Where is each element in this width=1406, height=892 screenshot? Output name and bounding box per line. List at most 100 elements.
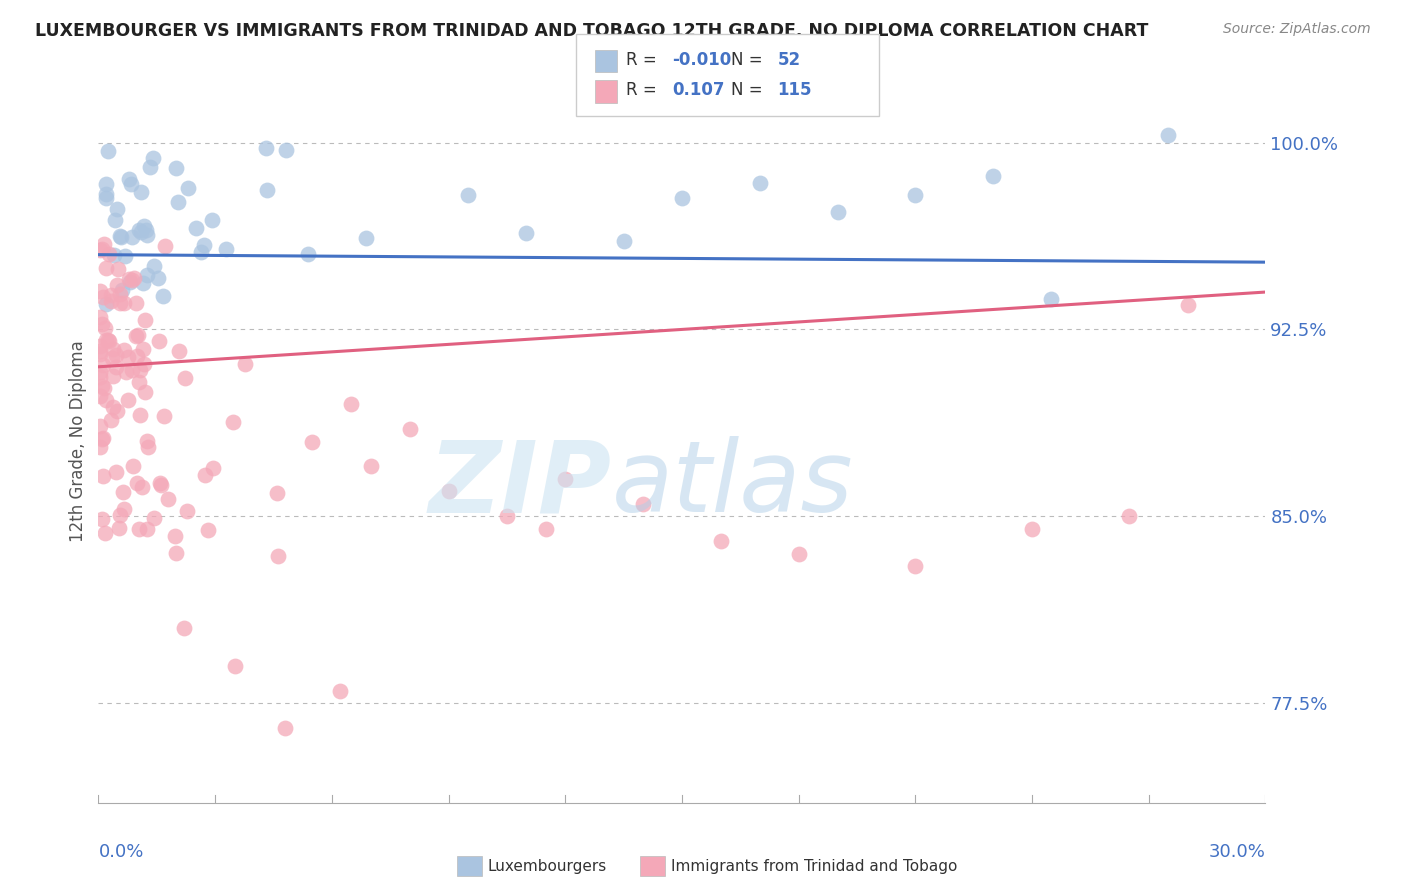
Point [554, 472, 576, 486]
Point [827, 205, 849, 219]
Point [100, 294, 122, 309]
Y-axis label: 12th Grade, No Diploma: 12th Grade, No Diploma [69, 341, 87, 542]
Point [193, 237, 215, 252]
Point [153, 409, 176, 424]
Point [97, 247, 120, 261]
Point [117, 350, 139, 364]
Point [128, 223, 150, 237]
Point [1157, 128, 1180, 142]
Point [89, 419, 111, 434]
Point [89, 339, 111, 353]
Point [256, 183, 278, 197]
Point [143, 260, 166, 274]
Point [94, 260, 117, 275]
Point [96, 186, 118, 201]
Point [671, 191, 693, 205]
Text: Immigrants from Trinidad and Tobago: Immigrants from Trinidad and Tobago [671, 859, 957, 873]
Point [222, 415, 245, 429]
Point [122, 458, 145, 473]
Point [340, 397, 363, 411]
Point [121, 362, 143, 376]
Point [93, 321, 115, 335]
Text: N =: N = [731, 81, 768, 99]
Point [136, 434, 159, 449]
Text: 30.0%: 30.0% [1209, 843, 1265, 861]
Point [118, 172, 141, 186]
Point [152, 289, 174, 303]
Point [112, 296, 135, 310]
Point [97, 145, 120, 159]
Point [89, 284, 111, 298]
Point [149, 478, 172, 492]
Point [153, 239, 176, 253]
Point [89, 244, 111, 258]
Point [148, 334, 170, 348]
Point [190, 244, 212, 259]
Point [114, 249, 136, 263]
Point [173, 371, 195, 385]
Point [97, 334, 120, 348]
Point [105, 202, 128, 216]
Point [125, 476, 148, 491]
Point [437, 484, 460, 499]
Point [110, 286, 132, 301]
Point [104, 212, 127, 227]
Point [496, 509, 519, 524]
Point [96, 191, 118, 205]
Text: LUXEMBOURGER VS IMMIGRANTS FROM TRINIDAD AND TOBAGO 12TH GRADE, NO DIPLOMA CORRE: LUXEMBOURGER VS IMMIGRANTS FROM TRINIDAD… [35, 22, 1149, 40]
Point [91, 289, 114, 303]
Point [301, 434, 323, 449]
Point [267, 549, 290, 564]
Point [354, 230, 377, 244]
Text: R =: R = [626, 81, 662, 99]
Point [149, 475, 172, 490]
Point [110, 230, 132, 244]
Point [111, 283, 134, 297]
Point [96, 178, 118, 192]
Point [142, 151, 165, 165]
Point [329, 683, 352, 698]
Text: Luxembourgers: Luxembourgers [488, 859, 607, 873]
Point [132, 219, 155, 233]
Point [157, 492, 180, 507]
Point [215, 242, 238, 256]
Point [1040, 292, 1063, 306]
Point [631, 497, 654, 511]
Point [117, 392, 139, 407]
Point [146, 270, 169, 285]
Point [135, 523, 157, 537]
Point [121, 273, 143, 287]
Text: 52: 52 [778, 51, 800, 69]
Point [167, 194, 190, 209]
Point [173, 621, 195, 635]
Point [224, 658, 246, 673]
Point [163, 529, 186, 543]
Point [100, 412, 122, 426]
Point [112, 485, 135, 500]
Point [297, 247, 319, 261]
Text: atlas: atlas [612, 436, 853, 533]
Point [89, 347, 111, 361]
Point [169, 343, 191, 358]
Point [128, 363, 150, 377]
Point [176, 504, 198, 518]
Point [136, 228, 159, 243]
Text: 0.107: 0.107 [672, 81, 724, 99]
Point [1177, 297, 1199, 311]
Point [534, 522, 557, 536]
Point [121, 230, 143, 244]
Point [710, 534, 733, 549]
Point [129, 225, 152, 239]
Point [201, 212, 224, 227]
Point [89, 440, 111, 454]
Point [124, 295, 146, 310]
Point [94, 334, 117, 348]
Point [112, 501, 135, 516]
Point [125, 349, 148, 363]
Point [96, 297, 118, 311]
Point [132, 357, 155, 371]
Point [89, 365, 111, 379]
Point [89, 310, 111, 324]
Point [1118, 509, 1140, 524]
Point [904, 187, 927, 202]
